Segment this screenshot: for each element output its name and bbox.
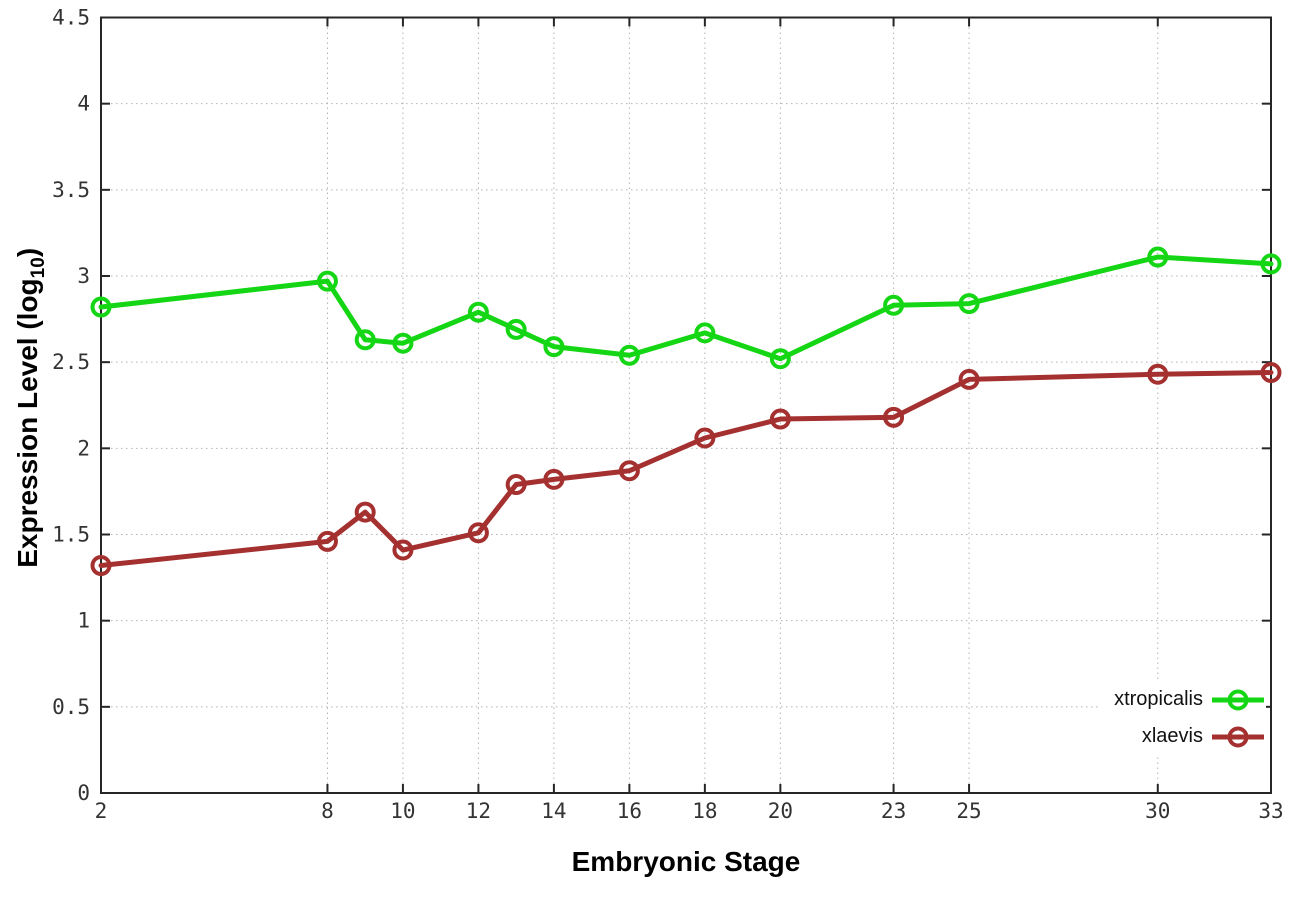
x-tick-label: 33 (1258, 799, 1283, 823)
data-point-xtropicalis (883, 294, 905, 316)
y-tick-label: 0 (77, 781, 90, 805)
y-tick-label: 2 (77, 436, 90, 460)
data-point-xtropicalis (618, 344, 640, 366)
data-point-xlaevis (958, 368, 980, 390)
legend-label-xtropicalis: xtropicalis (1114, 688, 1203, 710)
data-point-xtropicalis (316, 270, 338, 292)
data-point-xtropicalis (1147, 246, 1169, 268)
data-point-xlaevis (354, 501, 376, 523)
data-point-xlaevis (316, 530, 338, 552)
x-tick-label: 18 (692, 799, 717, 823)
x-tick-label: 23 (881, 799, 906, 823)
data-point-xlaevis (90, 555, 112, 577)
x-tick-label: 2 (95, 799, 108, 823)
legend-item-xtropicalis: xtropicalis (1114, 683, 1264, 716)
y-tick-label: 3 (77, 264, 90, 288)
data-point-xtropicalis (958, 293, 980, 315)
data-point-xlaevis (392, 539, 414, 561)
legend-item-xlaevis: xlaevis (1114, 720, 1264, 753)
y-tick-label: 0.5 (52, 695, 90, 719)
data-point-xtropicalis (543, 336, 565, 358)
legend-circle-icon (1227, 689, 1249, 710)
x-tick-label: 14 (541, 799, 566, 823)
data-point-xlaevis (505, 474, 527, 496)
legend: xtropicalis xlaevis (1100, 681, 1266, 757)
x-tick-label: 10 (390, 799, 415, 823)
data-point-xtropicalis (354, 329, 376, 351)
data-point-xtropicalis (1260, 253, 1282, 275)
data-point-xtropicalis (90, 296, 112, 318)
data-point-xtropicalis (392, 332, 414, 354)
data-point-xtropicalis (769, 348, 791, 370)
x-axis-title: Embryonic Stage (571, 846, 801, 877)
y-tick-label: 4.5 (52, 6, 90, 30)
data-point-xlaevis (883, 406, 905, 428)
y-axis-title-box: Expression Level (log10) (12, 198, 50, 618)
series-line-xlaevis (98, 370, 1274, 569)
y-axis-title: Expression Level (log10) (12, 248, 50, 568)
data-point-xlaevis (1147, 363, 1169, 385)
x-tick-label: 25 (956, 799, 981, 823)
legend-marker-xtropicalis (1212, 689, 1264, 710)
x-tick-label: 12 (466, 799, 491, 823)
legend-label-xlaevis: xlaevis (1141, 725, 1203, 747)
plot-border (100, 16, 1272, 794)
data-point-xlaevis (543, 468, 565, 490)
y-axis-title-subscript: 10 (27, 257, 49, 279)
x-tick-label: 8 (321, 799, 334, 823)
legend-marker-xlaevis (1212, 726, 1264, 747)
y-tick-label: 1 (77, 609, 90, 633)
y-tick-label: 1.5 (52, 523, 90, 547)
data-point-xlaevis (1260, 362, 1282, 384)
x-tick-label: 20 (768, 799, 793, 823)
y-tick-label: 4 (77, 92, 90, 116)
legend-circle-icon (1227, 726, 1249, 747)
series-line-xtropicalis (98, 254, 1274, 362)
data-point-xlaevis (694, 427, 716, 449)
y-axis-title-suffix: ) (12, 248, 44, 258)
data-point-xtropicalis (467, 301, 489, 323)
y-tick-label: 3.5 (52, 178, 90, 202)
data-point-xtropicalis (694, 322, 716, 344)
x-tick-label: 16 (617, 799, 642, 823)
data-point-xlaevis (769, 408, 791, 430)
y-tick-label: 2.5 (52, 350, 90, 374)
x-tick-label: 30 (1145, 799, 1170, 823)
data-point-xlaevis (467, 522, 489, 544)
data-point-xlaevis (618, 460, 640, 482)
data-point-xtropicalis (505, 318, 527, 340)
y-axis-title-text: Expression Level (log (12, 278, 44, 568)
